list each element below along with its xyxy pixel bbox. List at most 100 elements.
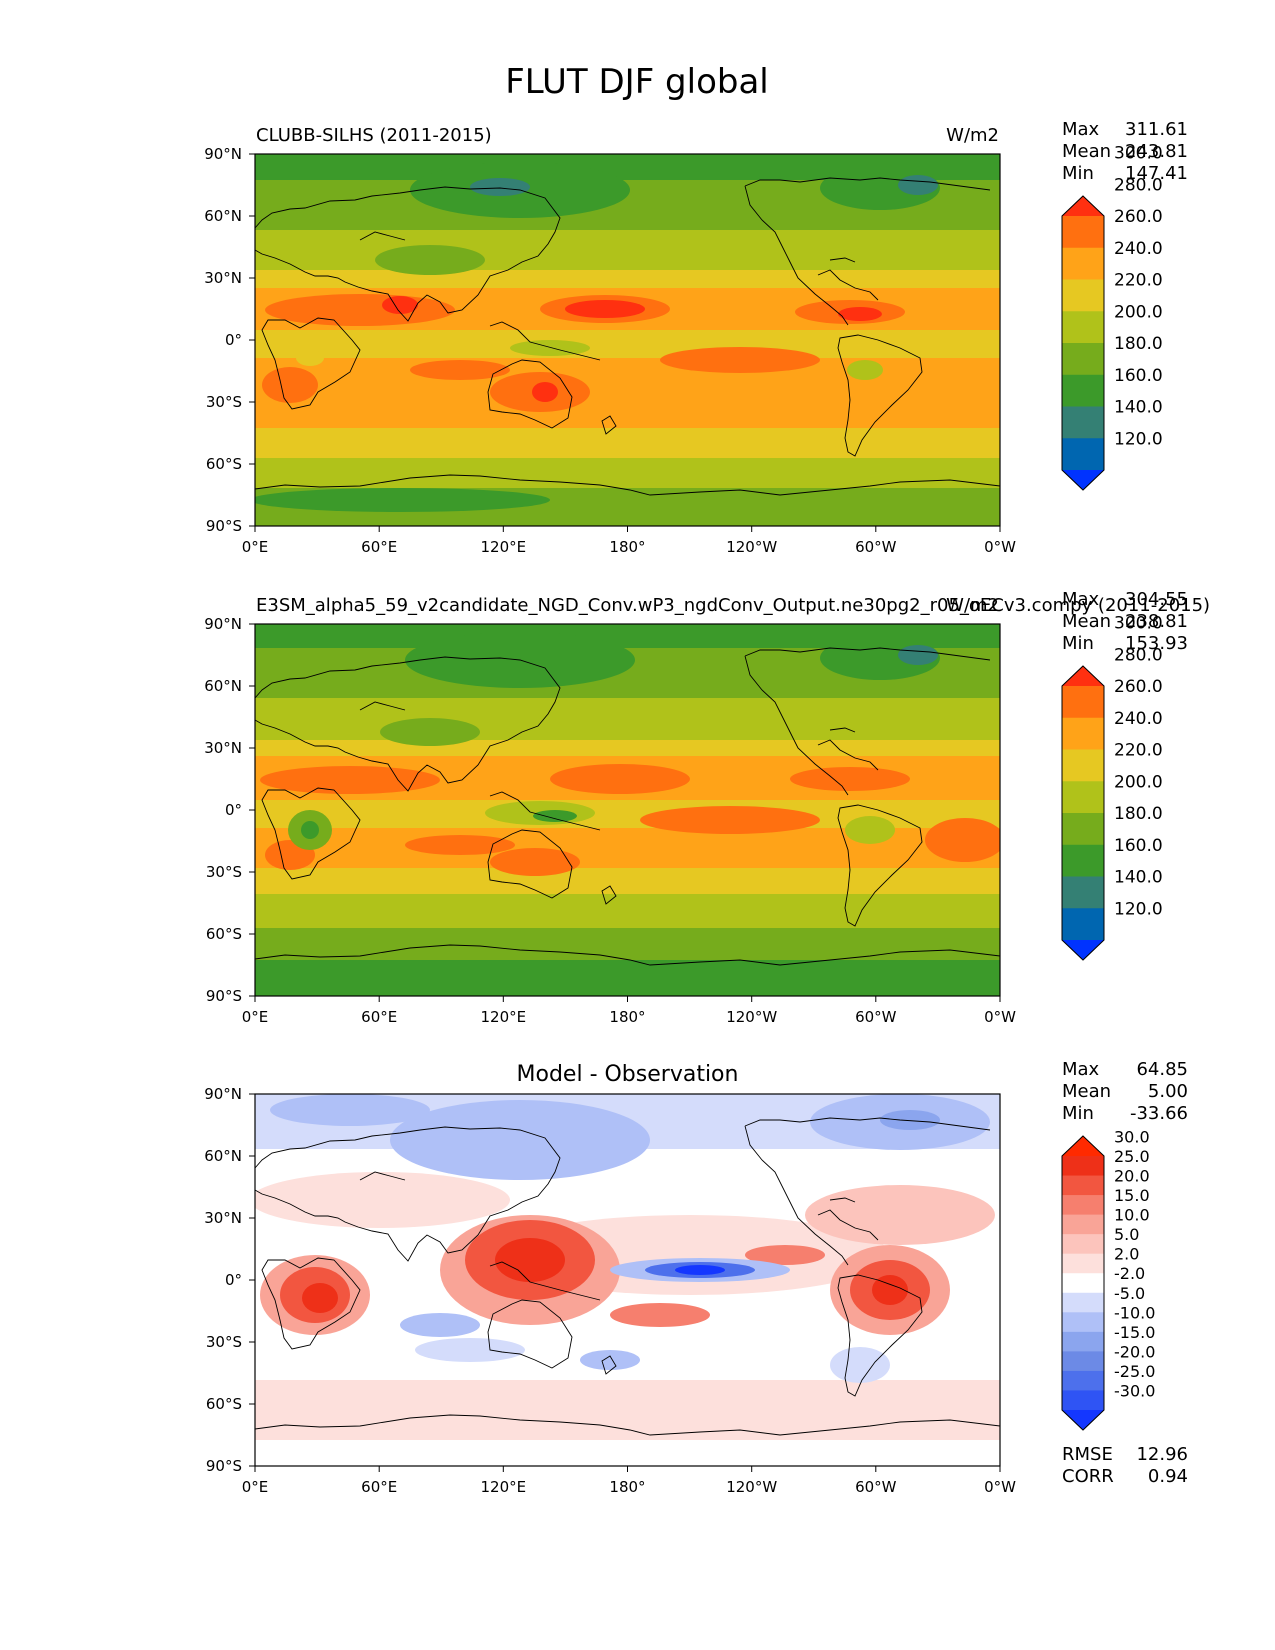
panel-reference-units: W/m2 bbox=[946, 125, 999, 146]
y-tick-label: 30°N bbox=[204, 269, 242, 287]
field-blob bbox=[302, 1283, 338, 1313]
panel-test-units: W/m2 bbox=[946, 595, 999, 616]
panel-reference-y-ticks bbox=[249, 153, 255, 527]
panel-test-y-tick-labels: 90°N 60°N 30°N 0° 30°S 60°S 90°S bbox=[204, 615, 242, 1005]
colorbar-segment bbox=[1062, 1273, 1104, 1294]
colorbar-tick-label: 160.0 bbox=[1114, 366, 1163, 386]
x-tick-label: 60°E bbox=[361, 538, 397, 556]
colorbar-tick-label: 240.0 bbox=[1114, 709, 1163, 729]
stat-value-mean: 243.81 bbox=[1125, 141, 1188, 162]
field-band bbox=[255, 960, 1000, 996]
field-blob bbox=[470, 178, 530, 196]
colorbar-segment bbox=[1062, 311, 1104, 344]
field-blob bbox=[830, 1347, 890, 1383]
field-blob bbox=[580, 1350, 640, 1370]
stat-label-min: Min bbox=[1062, 633, 1094, 654]
x-tick-label: 0°E bbox=[242, 538, 269, 556]
colorbar-segment bbox=[1062, 1331, 1104, 1352]
field-blob bbox=[550, 764, 690, 794]
stat-label-mean: Mean bbox=[1062, 1081, 1111, 1102]
stat-label-max: Max bbox=[1062, 119, 1100, 140]
stat-value-min: 153.93 bbox=[1125, 633, 1188, 654]
y-tick-label: 30°S bbox=[206, 863, 242, 881]
colorbar-segment bbox=[1062, 781, 1104, 814]
field-blob bbox=[375, 245, 485, 275]
colorbar-tick-label: 220.0 bbox=[1114, 741, 1163, 761]
field-blob bbox=[400, 1313, 480, 1337]
figure-title: FLUT DJF global bbox=[505, 62, 769, 102]
field-blob bbox=[296, 350, 324, 366]
field-band bbox=[255, 270, 1000, 288]
colorbar-segment bbox=[1062, 1312, 1104, 1333]
panel-test-x-ticks bbox=[254, 996, 1001, 1002]
colorbar-extend-min bbox=[1062, 1410, 1104, 1430]
x-tick-label: 0°E bbox=[242, 1478, 269, 1496]
field-band bbox=[255, 868, 1000, 894]
colorbar-segment bbox=[1062, 1156, 1104, 1177]
colorbar-segment bbox=[1062, 374, 1104, 407]
colorbar-extend-min bbox=[1062, 940, 1104, 960]
field-band bbox=[255, 398, 1000, 428]
field-band bbox=[255, 894, 1000, 928]
y-tick-label: 60°S bbox=[206, 925, 242, 943]
panel-reference-coastlines bbox=[255, 177, 1000, 496]
panel-test-stats: Max 304.55 Mean 238.81 Min 153.93 bbox=[1062, 589, 1188, 654]
colorbar-segment bbox=[1062, 813, 1104, 846]
stat-value-corr: 0.94 bbox=[1148, 1466, 1188, 1487]
colorbar-tick-label: 280.0 bbox=[1114, 175, 1163, 195]
colorbar-tick-label: 15.0 bbox=[1114, 1186, 1150, 1205]
stat-value-mean: 5.00 bbox=[1148, 1081, 1188, 1102]
colorbar-tick-label: -10.0 bbox=[1114, 1303, 1155, 1322]
colorbar-tick-label: 20.0 bbox=[1114, 1167, 1150, 1186]
panel-reference-y-tick-labels: 90°N 60°N 30°N 0° 30°S 60°S 90°S bbox=[204, 145, 242, 535]
colorbar-segment bbox=[1062, 343, 1104, 376]
colorbar-segment bbox=[1062, 1370, 1104, 1391]
field-blob bbox=[265, 294, 455, 326]
panel-reference-stats: Max 311.61 Mean 243.81 Min 147.41 bbox=[1062, 119, 1188, 184]
colorbar-tick-label: -20.0 bbox=[1114, 1342, 1155, 1361]
colorbar-tick-label: 180.0 bbox=[1114, 804, 1163, 824]
x-tick-label: 120°E bbox=[480, 1478, 526, 1496]
panel-reference-left-title: CLUBB-SILHS (2011-2015) bbox=[256, 125, 492, 146]
field-band bbox=[255, 740, 1000, 756]
field-blob bbox=[838, 307, 882, 321]
colorbar-outline bbox=[1061, 665, 1105, 961]
colorbar-tick-label: -2.0 bbox=[1114, 1264, 1145, 1283]
colorbar-tick-label: 300.0 bbox=[1114, 614, 1163, 634]
panel-test-map bbox=[255, 624, 1000, 996]
colorbar-tick-label: 30.0 bbox=[1114, 1127, 1150, 1146]
field-blob bbox=[805, 1185, 995, 1245]
field-blob bbox=[880, 1110, 940, 1130]
colorbar-outline bbox=[1061, 1135, 1105, 1431]
colorbar-segment bbox=[1062, 1195, 1104, 1216]
panel-difference-y-ticks bbox=[249, 1093, 255, 1467]
colorbar-segment bbox=[1062, 1253, 1104, 1274]
colorbar-segment bbox=[1062, 717, 1104, 750]
panel-test-y-ticks bbox=[249, 623, 255, 997]
colorbar-segment bbox=[1062, 908, 1104, 941]
colorbar-extend-max bbox=[1062, 196, 1104, 216]
stat-label-min: Min bbox=[1062, 163, 1094, 184]
colorbar-tick-label: 120.0 bbox=[1114, 899, 1163, 919]
field-blob bbox=[640, 806, 820, 834]
colorbar-tick-label: -30.0 bbox=[1114, 1381, 1155, 1400]
colorbar-segment bbox=[1062, 216, 1104, 249]
colorbar-segment bbox=[1062, 876, 1104, 909]
field-blob bbox=[532, 382, 558, 402]
stat-value-min: -33.66 bbox=[1130, 1103, 1188, 1124]
field-blob bbox=[533, 810, 577, 822]
panel-difference-stats: Max 64.85 Mean 5.00 Min -33.66 RMSE 12.9… bbox=[1062, 1059, 1188, 1487]
y-tick-label: 60°N bbox=[204, 1147, 242, 1165]
panel-difference-map bbox=[255, 1094, 1000, 1466]
colorbar-tick-label: 2.0 bbox=[1114, 1245, 1139, 1264]
field-blob bbox=[898, 175, 938, 195]
panel-reference-x-ticks bbox=[254, 526, 1001, 532]
colorbar-tick-label: 25.0 bbox=[1114, 1147, 1150, 1166]
y-tick-label: 30°S bbox=[206, 393, 242, 411]
panel-difference-colorbar: -30.0-25.0-20.0-15.0-10.0-5.0-2.02.05.01… bbox=[1061, 1127, 1155, 1431]
colorbar-tick-label: 10.0 bbox=[1114, 1206, 1150, 1225]
y-tick-label: 60°S bbox=[206, 1395, 242, 1413]
stat-label-max: Max bbox=[1062, 1059, 1100, 1080]
colorbar-tick-label: 160.0 bbox=[1114, 836, 1163, 856]
